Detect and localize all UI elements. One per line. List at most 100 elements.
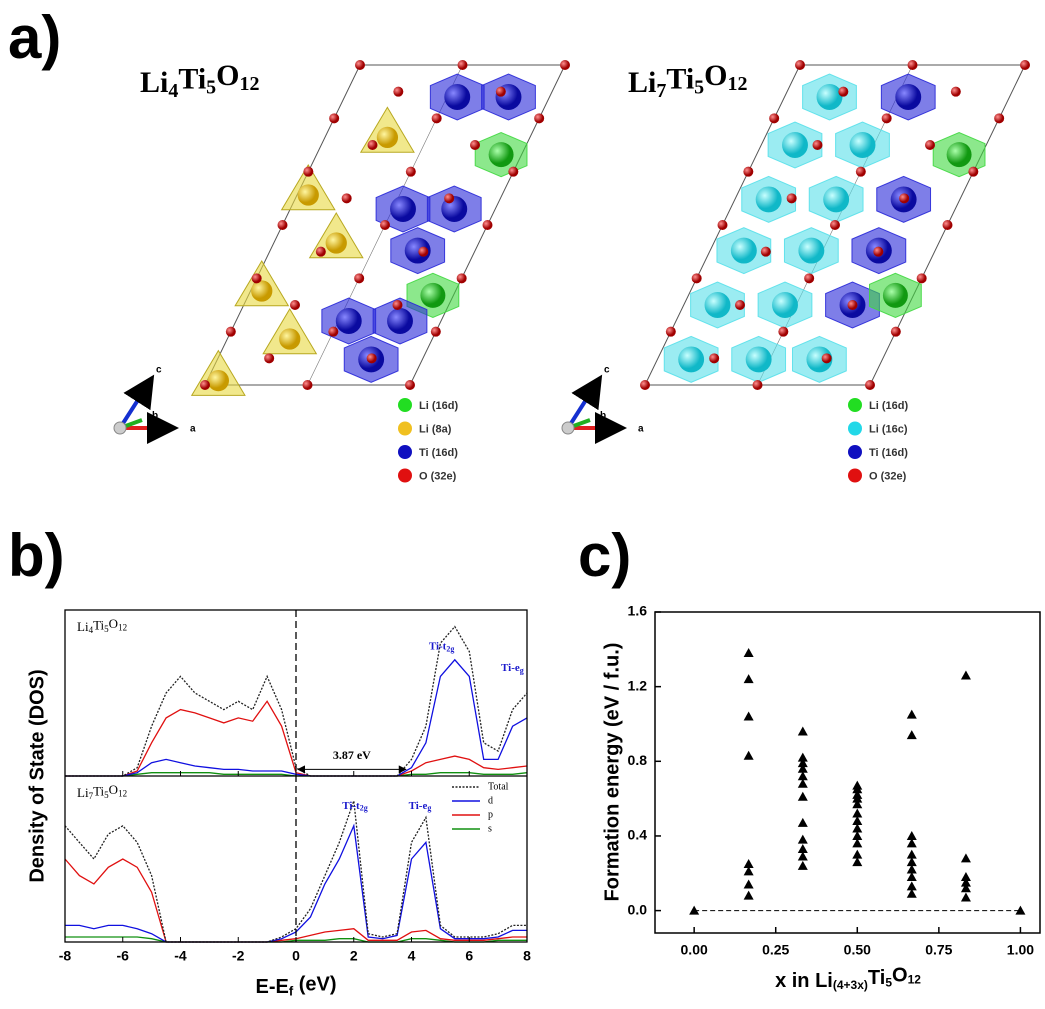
- point: [960, 883, 971, 893]
- x-tick-label: 6: [465, 948, 473, 964]
- structure-title: Li4Ti5O12: [140, 59, 260, 102]
- atom: [704, 292, 731, 318]
- atom: [376, 126, 399, 149]
- oxygen: [277, 220, 288, 230]
- oxygen: [482, 220, 493, 230]
- atom: [946, 142, 972, 168]
- oxygen: [665, 326, 676, 337]
- oxygen: [329, 113, 340, 124]
- atom: [798, 237, 825, 264]
- atom: [251, 280, 273, 302]
- legend-label: Total: [488, 781, 509, 792]
- panel-label: b): [8, 522, 65, 589]
- oxygen: [916, 273, 927, 284]
- x-axis-label-part: (4+3x): [833, 978, 868, 992]
- atom: [882, 282, 908, 308]
- point: [743, 648, 754, 658]
- oxygen: [431, 113, 442, 124]
- oxygen: [994, 113, 1005, 124]
- y-tick-label: 0.0: [628, 901, 648, 917]
- oxygen: [302, 380, 313, 390]
- atom: [390, 196, 416, 222]
- x-tick-label: 0.75: [925, 942, 952, 958]
- point: [852, 799, 863, 809]
- oxygen: [795, 60, 805, 70]
- x-tick-label: 4: [408, 948, 416, 964]
- legend-swatch: [848, 445, 862, 459]
- oxygen: [812, 140, 823, 150]
- point: [797, 860, 808, 870]
- gap-label: 3.87 eV: [333, 748, 371, 762]
- x-axis-label-part: 12: [908, 973, 922, 987]
- legend-label: Li (8a): [419, 423, 452, 435]
- oxygen: [881, 113, 892, 124]
- oxygen: [534, 113, 545, 124]
- oxygen: [355, 60, 365, 70]
- atom: [279, 328, 301, 350]
- subplot-label-part: Li: [77, 619, 89, 634]
- point: [797, 851, 808, 861]
- point: [852, 857, 863, 867]
- oxygen: [508, 166, 519, 177]
- point: [906, 830, 917, 840]
- oxygen: [760, 246, 771, 257]
- oxygen: [392, 300, 403, 310]
- oxygen: [430, 326, 441, 337]
- oxygen: [328, 326, 339, 337]
- point: [797, 791, 808, 801]
- atom: [823, 186, 850, 213]
- x-tick-label: 8: [523, 948, 531, 964]
- oxygen: [560, 60, 570, 70]
- oxygen: [405, 166, 416, 177]
- point: [743, 711, 754, 721]
- x-tick-label: -8: [59, 948, 72, 964]
- oxygen: [225, 326, 236, 337]
- point: [960, 853, 971, 863]
- point: [743, 890, 754, 900]
- legend-swatch: [398, 445, 412, 459]
- atom: [325, 232, 347, 254]
- structure-title-part: 12: [728, 73, 748, 95]
- point: [852, 838, 863, 848]
- oxygen: [1020, 60, 1030, 70]
- subplot-label-part: Ti: [93, 784, 104, 799]
- point: [797, 844, 808, 854]
- x-axis-label-part: f: [289, 984, 294, 999]
- atom: [444, 84, 471, 110]
- oxygen: [942, 220, 953, 230]
- oxygen: [838, 86, 849, 97]
- oxygen: [354, 273, 365, 284]
- x-tick-label: 0.25: [762, 942, 789, 958]
- annotation-part: Ti-t: [429, 640, 447, 652]
- y-tick-label: 1.6: [628, 603, 648, 619]
- point: [797, 763, 808, 773]
- atom: [297, 184, 319, 206]
- structure-title-part: 5: [694, 76, 704, 98]
- oxygen: [418, 246, 429, 257]
- axis-label: c: [604, 365, 610, 376]
- point: [743, 879, 754, 889]
- x-tick-label: 1.00: [1007, 942, 1034, 958]
- point: [906, 872, 917, 882]
- oxygen: [804, 273, 815, 284]
- oxygen: [907, 60, 918, 70]
- point: [797, 817, 808, 827]
- atom: [730, 237, 757, 264]
- y-tick-label: 1.2: [628, 677, 648, 693]
- structure-title-part: O: [704, 59, 727, 92]
- x-tick-label: 0: [292, 948, 300, 964]
- point: [797, 758, 808, 768]
- oxygen: [264, 353, 275, 364]
- point: [852, 816, 863, 826]
- oxygen: [366, 353, 377, 364]
- oxygen: [380, 220, 390, 230]
- oxygen: [778, 326, 789, 337]
- annotation: Ti-eg: [501, 662, 524, 675]
- legend-label: Ti (16d): [869, 447, 908, 459]
- oxygen: [393, 86, 404, 97]
- oxygen: [200, 380, 210, 390]
- annotation: Ti-eg: [409, 799, 432, 812]
- x-axis-label-part: x in Li: [775, 970, 833, 992]
- legend-label: O (32e): [419, 470, 457, 482]
- oxygen: [640, 380, 650, 390]
